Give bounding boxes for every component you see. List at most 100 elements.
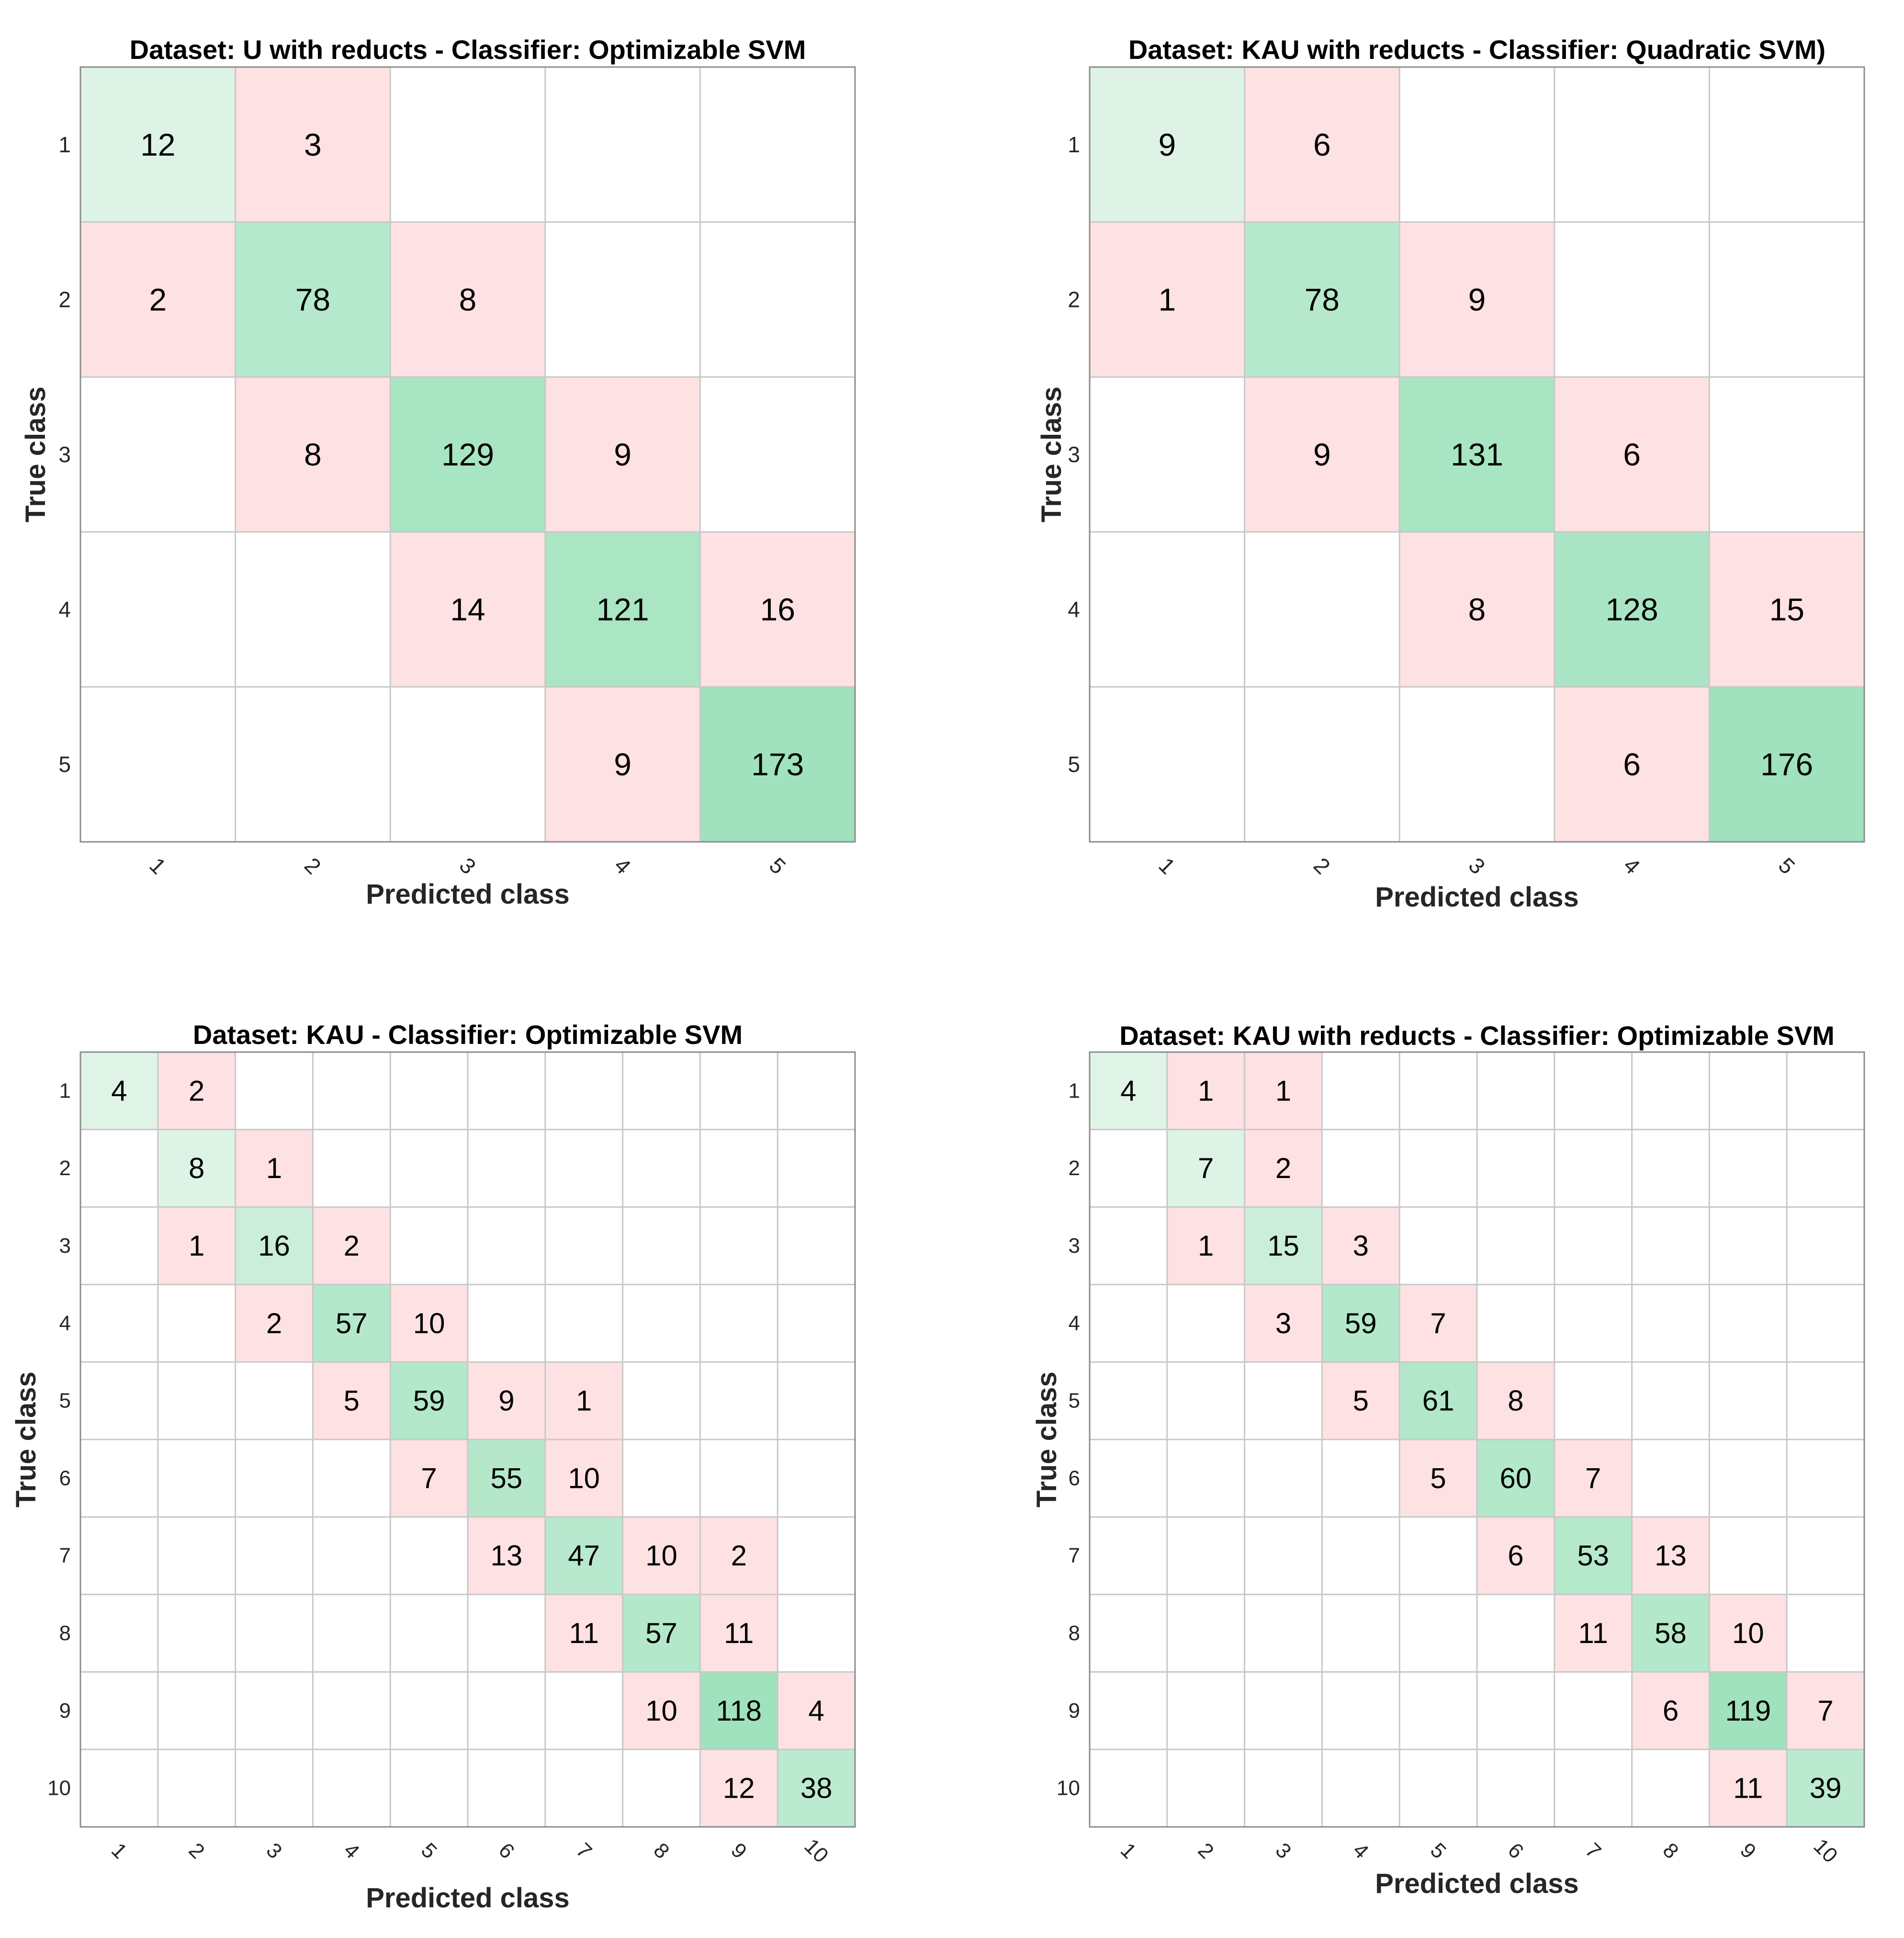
misclassified-cell-r2-c3 (1244, 1129, 1322, 1207)
misclassified-cell-r7-c6 (468, 1517, 545, 1595)
y-tick-label-7: 7 (1069, 1544, 1080, 1567)
x-tick-label-2: 2 (184, 1838, 209, 1863)
plot-border (1089, 66, 1865, 843)
x-tick-label-4: 4 (609, 853, 636, 879)
cell-value-r3-c3: 15 (1267, 1230, 1299, 1262)
y-tick-label-9: 9 (59, 1699, 71, 1723)
cell-value-r5-c4: 6 (1623, 747, 1641, 782)
cell-value-r5-c5: 61 (1422, 1385, 1454, 1417)
cell-value-r8-c9: 11 (724, 1617, 754, 1649)
cell-value-r2-c3: 2 (1275, 1152, 1291, 1184)
cell-value-r1-c1: 4 (1120, 1075, 1136, 1107)
correct-cell-r8-c8 (622, 1594, 700, 1672)
misclassified-cell-r8-c9 (700, 1594, 778, 1672)
misclassified-cell-r4-c5 (1709, 532, 1864, 687)
misclassified-cell-r8-c9 (1709, 1594, 1787, 1672)
misclassified-cell-r8-c7 (1554, 1594, 1632, 1672)
misclassified-cell-r4-c3 (235, 1284, 313, 1362)
misclassified-cell-r3-c2 (158, 1207, 236, 1285)
plot-border (1089, 1051, 1865, 1828)
y-axis-label: True class (1036, 386, 1067, 522)
cell-value-r3-c2: 9 (1313, 437, 1331, 472)
y-tick-label-8: 8 (59, 1621, 71, 1645)
x-axis-label: Predicted class (1375, 1868, 1579, 1899)
cell-value-r7-c6: 13 (491, 1540, 523, 1572)
y-tick-label-6: 6 (1069, 1466, 1080, 1490)
y-tick-label-1: 1 (58, 132, 71, 157)
cell-value-r4-c3: 8 (1468, 592, 1486, 627)
misclassified-cell-r4-c5 (1399, 1284, 1477, 1362)
misclassified-cell-r3-c2 (235, 377, 391, 532)
cell-value-r2-c3: 8 (459, 282, 477, 317)
y-axis-label: True class (11, 1371, 42, 1507)
cell-value-r2-c3: 9 (1468, 282, 1486, 317)
correct-cell-r4-c4 (545, 532, 700, 687)
cell-value-r6-c6: 55 (491, 1462, 523, 1494)
x-tick-label-7: 7 (572, 1838, 597, 1863)
cell-value-r2-c1: 1 (1158, 282, 1176, 317)
misclassified-cell-r2-c1 (80, 222, 236, 377)
x-tick-label-3: 3 (262, 1838, 287, 1863)
cell-value-r1-c1: 9 (1158, 127, 1176, 162)
y-tick-label-3: 3 (59, 1234, 71, 1258)
correct-cell-r3-c3 (390, 377, 545, 532)
correct-cell-r5-c5 (1399, 1362, 1477, 1439)
correct-cell-r5-c5 (390, 1362, 468, 1439)
y-tick-label-7: 7 (59, 1544, 71, 1567)
cell-value-r10-c9: 12 (723, 1772, 755, 1804)
chart-title: Dataset: KAU with reducts - Classifier: … (1119, 1020, 1835, 1051)
x-tick-label-1: 1 (1154, 853, 1180, 879)
x-tick-label-8: 8 (649, 1838, 674, 1863)
y-tick-label-2: 2 (59, 1156, 71, 1180)
misclassified-cell-r1-c3 (1244, 1052, 1322, 1130)
misclassified-cell-r6-c7 (1554, 1439, 1632, 1517)
correct-cell-r6-c6 (1477, 1439, 1555, 1517)
correct-cell-r7-c7 (545, 1517, 623, 1595)
cell-value-r3-c3: 129 (441, 437, 494, 472)
misclassified-cell-r10-c9 (700, 1749, 778, 1827)
misclassified-cell-r9-c10 (1787, 1672, 1864, 1750)
cell-value-r2-c2: 7 (1198, 1152, 1214, 1184)
misclassified-cell-r1-c2 (1244, 67, 1400, 222)
cell-value-r9-c10: 7 (1817, 1695, 1833, 1727)
x-tick-label-3: 3 (1464, 853, 1490, 879)
x-axis-label: Predicted class (1375, 882, 1579, 913)
correct-cell-r3-c3 (1244, 1207, 1322, 1285)
cell-value-r3-c2: 8 (304, 437, 322, 472)
chart-title: Dataset: KAU with reducts - Classifier: … (1128, 34, 1825, 65)
cell-value-r5-c5: 59 (413, 1385, 445, 1417)
cell-value-r4-c5: 7 (1430, 1307, 1446, 1339)
x-tick-label-3: 3 (1271, 1838, 1296, 1863)
misclassified-cell-r6-c7 (545, 1439, 623, 1517)
misclassified-cell-r5-c6 (468, 1362, 545, 1439)
correct-cell-r9-c9 (700, 1672, 778, 1750)
cell-value-r7-c8: 10 (645, 1540, 677, 1572)
cell-value-r8-c8: 58 (1655, 1617, 1687, 1649)
correct-cell-r1-c1 (80, 67, 236, 222)
cell-value-r1-c2: 6 (1313, 127, 1331, 162)
correct-cell-r2-c2 (1167, 1129, 1245, 1207)
misclassified-cell-r9-c8 (1632, 1672, 1710, 1750)
cell-value-r9-c10: 4 (808, 1695, 824, 1727)
x-tick-label-5: 5 (417, 1838, 441, 1863)
cell-value-r4-c3: 3 (1275, 1307, 1291, 1339)
misclassified-cell-r3-c2 (1244, 377, 1400, 532)
cell-value-r1-c3: 1 (1275, 1075, 1291, 1107)
x-tick-label-2: 2 (300, 853, 326, 879)
correct-cell-r3-c3 (235, 1207, 313, 1285)
cell-value-r9-c8: 10 (645, 1695, 677, 1727)
misclassified-cell-r3-c4 (1322, 1207, 1400, 1285)
x-tick-label-5: 5 (1774, 853, 1800, 879)
x-tick-label-3: 3 (455, 853, 481, 879)
cell-value-r5-c4: 9 (614, 747, 631, 782)
misclassified-cell-r1-c2 (1167, 1052, 1245, 1130)
cell-value-r7-c9: 2 (731, 1540, 747, 1572)
misclassified-cell-r4-c3 (1244, 1284, 1322, 1362)
cell-value-r5-c6: 8 (1508, 1385, 1523, 1417)
cell-value-r4-c4: 57 (336, 1307, 368, 1339)
correct-cell-r2-c2 (235, 222, 391, 377)
misclassified-cell-r3-c2 (1167, 1207, 1245, 1285)
misclassified-cell-r10-c9 (1709, 1749, 1787, 1827)
